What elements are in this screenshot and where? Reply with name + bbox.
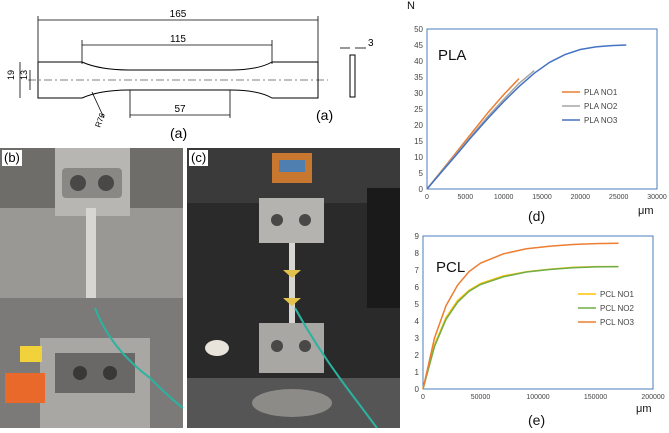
pla-x-tick-label: 0: [425, 194, 429, 201]
label-b: (b): [2, 150, 22, 166]
pla-y-tick-label: 5: [419, 169, 424, 178]
dim-r76: R76: [93, 111, 107, 128]
pcl-series-line-2: [422, 265, 619, 390]
pcl-y-tick-label: 5: [415, 300, 420, 309]
pcl-legend-entry-3: PCL NO3: [600, 318, 634, 327]
label-a: (a): [170, 125, 187, 141]
pla-legend-entry-3: PLA NO3: [584, 116, 618, 125]
pcl-y-tick-label: 9: [415, 232, 420, 241]
pcl-chart: 0 1 2 3 4 5 6 7 8 9 0 50000 100000 150000 200000 Nμm PCL…: [404, 217, 665, 415]
pcl-legend-entry-1: PCL NO1: [600, 290, 634, 299]
pcl-x-tick-label: 150000: [584, 394, 607, 401]
pla-x-tick-label: 30000: [647, 194, 667, 201]
pcl-plot-frame: [422, 235, 654, 390]
pcl-chart-title: PCL: [436, 259, 465, 276]
pcl-y-tick-label: 1: [415, 368, 420, 377]
pcl-y-tick-label: 6: [415, 283, 420, 292]
pla-y-tick-label: 25: [414, 105, 423, 114]
label-a-side: (a): [316, 107, 333, 123]
photo-c-illustration: [187, 148, 400, 428]
pcl-series-line-3: [422, 242, 619, 390]
panel-a-drawing: 165 115 19 13 57 R76 3 (a) (a): [0, 0, 400, 148]
pcl-series-line-1: [422, 265, 619, 390]
pla-x-tick-label: 10000: [494, 194, 514, 201]
pla-y-tick-label: 40: [414, 57, 423, 66]
photo-b-illustration: [0, 148, 183, 428]
pcl-x-tick-label: 200000: [641, 394, 664, 401]
pcl-x-tick-label: 100000: [526, 394, 549, 401]
pla-chart-title: PLA: [438, 47, 466, 64]
pcl-x-tick-label: 50000: [471, 394, 491, 401]
pla-x-tick-label: 15000: [532, 194, 552, 201]
pla-y-tick-label: 10: [414, 153, 423, 162]
pla-x-tick-label: 5000: [458, 194, 474, 201]
pcl-y-axis-label: N: [404, 226, 412, 229]
label-c: (c): [189, 150, 209, 166]
panel-e-chart: 0 1 2 3 4 5 6 7 8 9 0 50000 100000 150000 200000 Nμm PCL…: [400, 217, 669, 428]
pla-y-tick-label: 30: [414, 89, 423, 98]
dim-57: 57: [174, 104, 186, 115]
pla-y-tick-label: 20: [414, 121, 423, 130]
pla-series-line-3: [426, 44, 627, 190]
label-e: (e): [528, 412, 546, 428]
dim-13: 13: [19, 70, 29, 80]
dim-3: 3: [368, 38, 374, 49]
pcl-y-tick-label: 0: [415, 385, 420, 394]
pla-y-tick-label: 15: [414, 137, 423, 146]
pla-legend-entry-1: PLA NO1: [584, 88, 618, 97]
dim-115: 115: [170, 34, 186, 45]
pcl-y-tick-label: 4: [415, 317, 420, 326]
label-d: (d): [528, 208, 546, 224]
pla-y-tick-label: 50: [414, 25, 423, 34]
pla-chart: 0 5 10 15 20 25 30 35 40 45 50 0 5000 10000 15000 20000…: [407, 0, 667, 217]
pcl-y-tick-label: 7: [415, 266, 420, 275]
pcl-y-tick-label: 8: [415, 249, 420, 258]
panel-d-chart: 0 5 10 15 20 25 30 35 40 45 50 0 5000 10000 15000 20000…: [400, 0, 669, 226]
pla-x-axis-label: μm: [638, 205, 654, 217]
panel-c-photo: (c): [187, 148, 400, 428]
pla-y-tick-label: 35: [414, 73, 423, 82]
pcl-y-tick-label: 3: [415, 334, 420, 343]
pla-y-tick-label: 45: [414, 41, 423, 50]
pcl-x-tick-label: 0: [421, 394, 425, 401]
dim-19: 19: [6, 70, 16, 80]
pla-legend-entry-2: PLA NO2: [584, 102, 618, 111]
pla-plot-frame: [426, 28, 658, 190]
specimen-drawing: 165 115 19 13 57 R76 3 (a) (a): [6, 9, 374, 141]
panel-b-photo: (b): [0, 148, 183, 428]
pcl-y-tick-label: 2: [415, 351, 420, 360]
pla-x-tick-label: 25000: [609, 194, 629, 201]
pla-y-tick-label: 0: [419, 185, 424, 194]
pla-y-axis-label: N: [407, 0, 415, 12]
pcl-legend-entry-2: PCL NO2: [600, 304, 634, 313]
dim-165: 165: [170, 9, 187, 20]
pcl-x-axis-label: μm: [636, 403, 652, 415]
pla-x-tick-label: 20000: [571, 194, 591, 201]
